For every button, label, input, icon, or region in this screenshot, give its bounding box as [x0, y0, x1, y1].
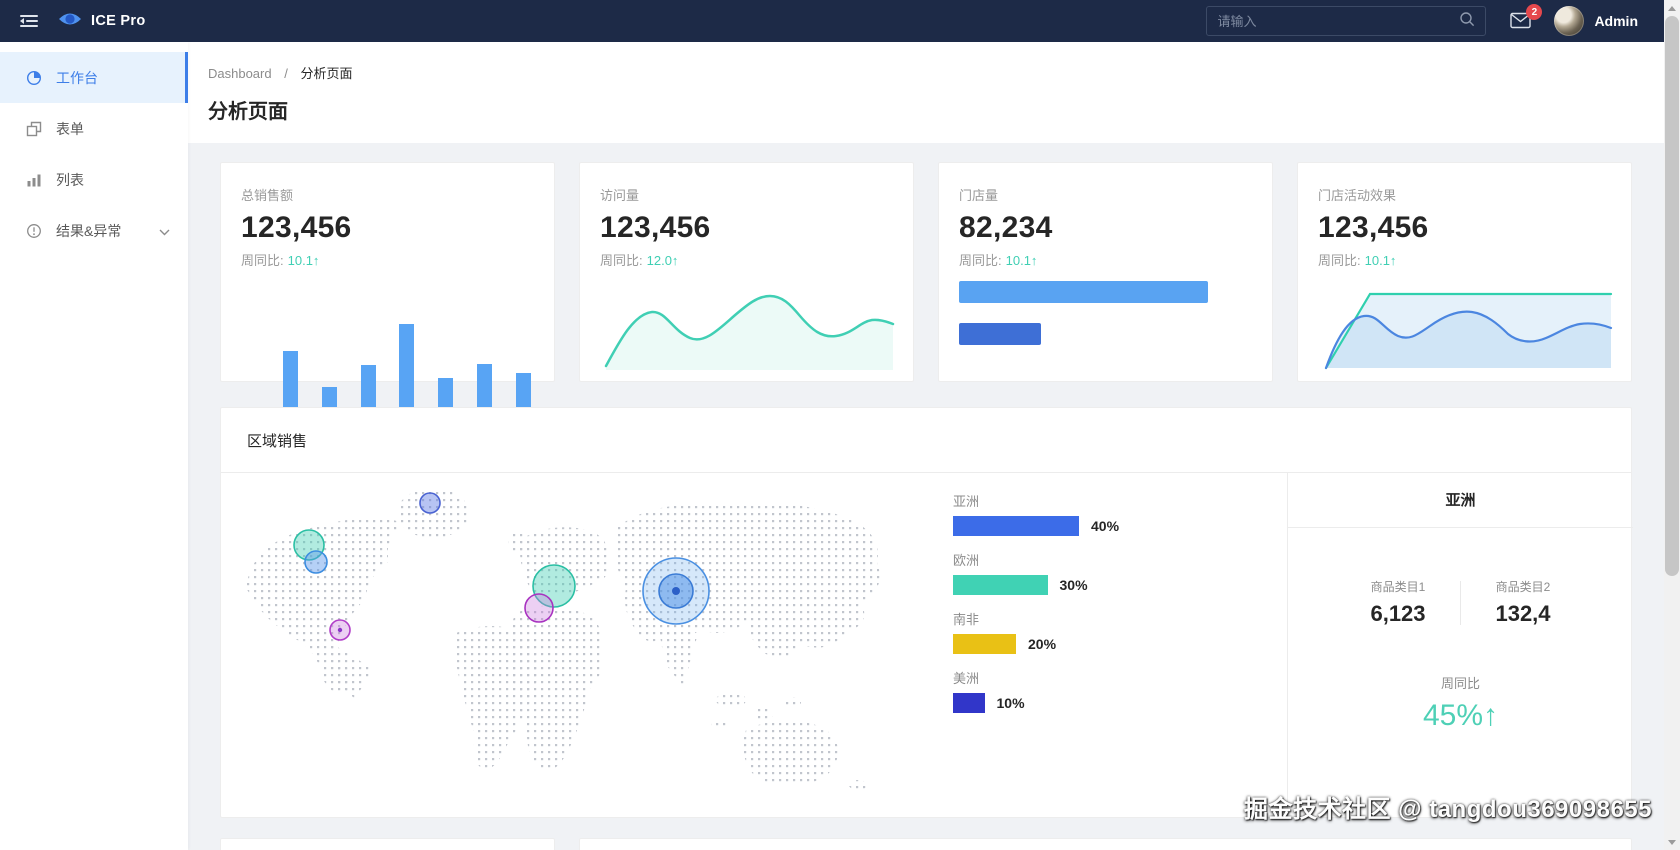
stat-trend: 周同比: 10.1↑ — [1318, 253, 1397, 268]
logo-gem-icon — [58, 9, 82, 34]
trend-up-value: 10.1↑ — [287, 253, 320, 268]
scrollbar-thumb[interactable] — [1665, 16, 1679, 576]
region-detail-panel: 亚洲 商品类目1 6,123 商品类目2 132,4 周同比 45%↑ — [1287, 473, 1633, 817]
scrollbar[interactable] — [1664, 0, 1680, 850]
search-icon[interactable] — [1459, 11, 1475, 32]
stat-trend: 周同比: 10.1↑ — [959, 253, 1038, 268]
map-bubble-europe — [532, 564, 576, 608]
sidebar-item-form[interactable]: 表单 — [0, 103, 188, 154]
scroll-up-arrow[interactable] — [1664, 0, 1680, 16]
map-bubble-greenland — [419, 492, 441, 514]
legend-bar — [953, 693, 985, 713]
bottom-card-left — [220, 838, 555, 850]
mini-progress-chart — [959, 281, 1252, 373]
category-stat-1: 商品类目1 6,123 — [1370, 580, 1426, 626]
scroll-down-arrow[interactable] — [1664, 834, 1680, 850]
sidebar: 工作台 表单 列表 结果&异常 — [0, 42, 188, 850]
sidebar-item-list[interactable]: 列表 — [0, 154, 188, 205]
form-copy-icon — [26, 121, 42, 137]
chevron-down-icon — [159, 223, 170, 239]
category-stat-2: 商品类目2 132,4 — [1495, 580, 1551, 626]
sidebar-item-label: 工作台 — [56, 69, 98, 86]
notification-badge: 2 — [1526, 4, 1543, 20]
sidebar-item-workbench[interactable]: 工作台 — [0, 52, 188, 103]
sidebar-item-label: 列表 — [56, 171, 84, 188]
legend-bar — [953, 575, 1048, 595]
stat-value: 82,234 — [959, 211, 1053, 244]
map-bubble-na-blue — [304, 550, 328, 574]
list-bars-icon — [26, 172, 42, 188]
stat-title: 门店活动效果 — [1318, 188, 1397, 203]
watermark: 掘金技术社区 @ tangdou369098655 — [1243, 796, 1652, 823]
wow-value: 45%↑ — [1422, 699, 1499, 732]
trend-up-value: 10.1↑ — [1005, 253, 1038, 268]
map-bubble-na-teal — [293, 529, 325, 561]
sidebar-item-label: 表单 — [56, 120, 84, 137]
stat-title: 访问量 — [600, 188, 640, 203]
map-bubble-south — [524, 593, 554, 623]
region-detail-title: 亚洲 — [1288, 473, 1633, 528]
legend-bar — [953, 516, 1079, 536]
app-logo[interactable]: ICE Pro — [58, 9, 145, 34]
legend-item-europe: 欧洲 30% — [953, 553, 1088, 595]
logo-text: ICE Pro — [91, 13, 146, 29]
breadcrumb-current: 分析页面 — [300, 66, 353, 81]
stat-value: 123,456 — [600, 211, 711, 244]
stat-card-visits: 访问量 123,456 周同比: 12.0↑ — [579, 162, 914, 382]
stat-value: 123,456 — [1318, 211, 1429, 244]
wow-label: 周同比 — [1440, 676, 1480, 691]
stat-trend: 周同比: 10.1↑ — [241, 253, 320, 268]
stat-card-campaign-effect: 门店活动效果 123,456 周同比: 10.1↑ — [1297, 162, 1632, 382]
stat-cards-row: 总销售额 123,456 周同比: 10.1↑ 访问量 123,456 周同比: 1… — [220, 162, 1632, 460]
stat-value: 123,456 — [241, 211, 352, 244]
stat-card-stores: 门店量 82,234 周同比: 10.1↑ — [938, 162, 1273, 382]
top-navbar: ICE Pro 2 Admin — [0, 0, 1664, 42]
mail-button[interactable]: 2 — [1510, 4, 1543, 33]
legend-bar — [953, 634, 1016, 654]
trend-up-value: 12.0↑ — [646, 253, 679, 268]
user-name[interactable]: Admin — [1594, 13, 1638, 29]
trend-up-value: 10.1↑ — [1364, 253, 1397, 268]
progress-bar-secondary — [959, 323, 1042, 345]
breadcrumb-dashboard[interactable]: Dashboard — [208, 66, 272, 81]
legend-item-america: 美洲 10% — [953, 671, 1025, 713]
breadcrumb-separator: / — [284, 66, 288, 81]
mail-icon — [1510, 12, 1532, 33]
world-dot-map — [246, 488, 880, 790]
mini-area-chart — [1318, 278, 1613, 370]
stat-trend: 周同比: 12.0↑ — [600, 253, 679, 268]
legend-item-south-africa: 南非 20% — [953, 612, 1057, 654]
stat-title: 门店量 — [959, 188, 999, 203]
stat-card-total-sales: 总销售额 123,456 周同比: 10.1↑ — [220, 162, 555, 460]
page-title: 分析页面 — [208, 101, 288, 123]
breadcrumb: Dashboard / 分析页面 — [208, 63, 1664, 82]
vertical-divider — [1460, 580, 1461, 625]
bottom-card-right — [579, 838, 1632, 850]
region-legend: 亚洲 40% 欧洲 30% 南非 — [953, 491, 1119, 727]
region-detail-stats: 商品类目1 6,123 商品类目2 132,4 — [1288, 578, 1633, 627]
exception-icon — [26, 223, 42, 239]
progress-bar-primary — [959, 281, 1209, 303]
region-sales-title: 区域销售 — [221, 408, 1631, 473]
sidebar-item-exception[interactable]: 结果&异常 — [0, 205, 188, 256]
dashboard-pie-icon — [26, 70, 42, 86]
avatar[interactable] — [1554, 6, 1585, 36]
main-content: 总销售额 123,456 周同比: 10.1↑ 访问量 123,456 周同比: 1… — [188, 143, 1664, 850]
mini-line-chart — [600, 278, 895, 370]
legend-item-asia: 亚洲 40% — [953, 494, 1120, 536]
menu-fold-icon[interactable] — [20, 12, 38, 30]
region-sales-body: 亚洲 40% 欧洲 30% 南非 — [221, 473, 1633, 817]
page-header: Dashboard / 分析页面 分析页面 — [188, 42, 1664, 143]
sidebar-item-label: 结果&异常 — [56, 222, 122, 239]
search-input[interactable] — [1217, 13, 1460, 29]
global-search — [1206, 6, 1487, 36]
stat-title: 总销售额 — [241, 188, 294, 203]
region-sales-card: 区域销售 — [220, 407, 1633, 818]
